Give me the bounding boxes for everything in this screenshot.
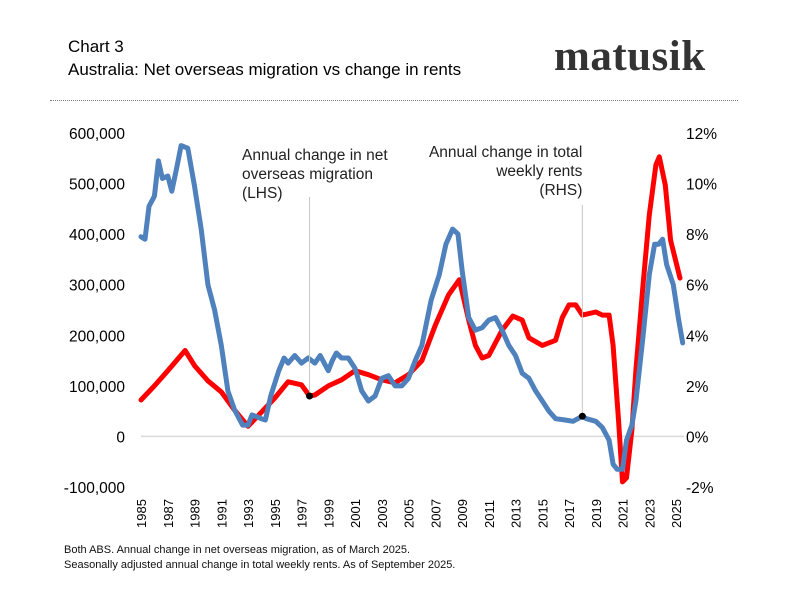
x-axis-tick-label: 2019 xyxy=(589,499,604,528)
series-line-migration xyxy=(138,154,683,485)
x-axis-tick-label: 2003 xyxy=(375,499,390,528)
left-axis-tick-label: 100,000 xyxy=(69,379,125,396)
right-axis-tick-label: 10% xyxy=(686,177,717,194)
x-axis-tick-label: 2015 xyxy=(535,499,550,528)
x-axis-tick-label: 2023 xyxy=(642,499,657,528)
x-axis-tick-label: 2021 xyxy=(616,499,631,528)
x-axis-tick-label: 2025 xyxy=(669,499,684,528)
left-axis-tick-label: 200,000 xyxy=(69,328,125,345)
annotation-label-rents: (RHS) xyxy=(539,182,582,199)
x-axis-tick-label: 1993 xyxy=(241,499,256,528)
annotation-label-rents: weekly rents xyxy=(495,163,582,180)
annotation-label-migration: Annual change in net xyxy=(242,147,388,164)
annotation-label-migration: (LHS) xyxy=(242,185,282,202)
footer-source-note: Both ABS. Annual change in net overseas … xyxy=(64,544,411,556)
left-axis-tick-label: 300,000 xyxy=(69,278,125,295)
annotation-label-rents: Annual change in total xyxy=(429,144,582,161)
series-line-rents xyxy=(138,143,686,472)
x-axis-tick-label: 2011 xyxy=(482,500,497,528)
x-axis-tick-label: 1999 xyxy=(321,499,336,528)
x-axis-tick-label: 2005 xyxy=(402,499,417,528)
x-axis-tick-label: 2007 xyxy=(428,499,443,528)
x-axis-tick-label: 1991 xyxy=(214,499,229,528)
left-axis-tick-label: 400,000 xyxy=(69,227,125,244)
right-axis-tick-label: 2% xyxy=(686,379,709,396)
chart-title: Australia: Net overseas migration vs cha… xyxy=(68,60,462,79)
right-axis-tick-label: 4% xyxy=(686,328,709,345)
right-axis-tick-label: 6% xyxy=(686,278,709,295)
x-axis-tick-label: 2017 xyxy=(562,499,577,528)
x-axis-tick-label: 2013 xyxy=(509,499,524,528)
right-axis-tick-label: 8% xyxy=(686,227,709,244)
x-axis-tick-label: 2009 xyxy=(455,499,470,528)
footer-rents-note: Seasonally adjusted annual change in tot… xyxy=(64,559,456,571)
right-axis-tick-label: -2% xyxy=(686,480,714,497)
right-axis-tick-label: 12% xyxy=(686,126,717,143)
matusik-logo: matusik xyxy=(554,33,706,80)
left-axis-tick-label: -100,000 xyxy=(64,480,126,497)
x-axis-tick-label: 1995 xyxy=(268,499,283,528)
left-axis-tick-label: 500,000 xyxy=(69,177,125,194)
header-divider xyxy=(50,100,738,101)
annotation-marker xyxy=(306,392,314,400)
annotation-label-migration: overseas migration xyxy=(242,166,373,183)
left-axis-tick-label: 0 xyxy=(116,429,125,446)
right-axis-tick-label: 0% xyxy=(686,429,709,446)
x-axis-tick-label: 2001 xyxy=(348,499,363,528)
x-axis-tick-label: 1997 xyxy=(295,499,310,528)
annotation-marker xyxy=(578,412,586,420)
x-axis-tick-label: 1985 xyxy=(134,499,149,528)
left-axis-tick-label: 600,000 xyxy=(69,126,125,143)
chart-number: Chart 3 xyxy=(68,37,124,56)
x-axis-tick-label: 1989 xyxy=(188,499,203,528)
x-axis-tick-label: 1987 xyxy=(161,499,176,528)
